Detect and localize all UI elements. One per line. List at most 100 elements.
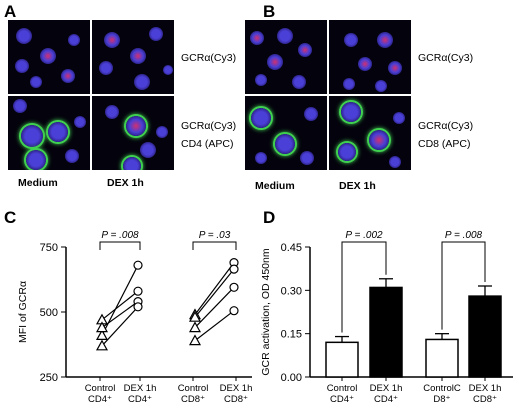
cell: [30, 76, 42, 88]
cell: [15, 59, 29, 73]
dex-point: [229, 282, 239, 292]
significance-bracket: [99, 241, 141, 250]
x-tick-label: DEX 1h: [370, 383, 403, 394]
panel-b-micrographs: [245, 20, 413, 172]
panel-a-cond-medium: Medium: [18, 177, 58, 189]
control-point: [95, 329, 109, 341]
micrograph-a-medium-merge: [8, 96, 90, 170]
cell: [149, 27, 163, 41]
panel-b-stain-top: GCRα(Cy3): [418, 52, 474, 64]
cell: [140, 142, 156, 158]
cell: [61, 69, 75, 83]
dex-point: [133, 302, 143, 312]
cell: [26, 150, 46, 170]
y-tick-label: 250: [40, 372, 58, 384]
cell: [163, 65, 173, 75]
bar: [369, 286, 403, 378]
cell: [267, 54, 283, 70]
cell: [68, 34, 80, 46]
x-tick-label: CD4⁺: [330, 394, 354, 405]
cell: [134, 74, 150, 90]
pair-line: [194, 286, 235, 329]
x-tick-label: DEX 1h: [469, 383, 502, 394]
pair-line: [194, 262, 235, 315]
cell: [16, 28, 32, 44]
x-tick-label: CD4⁺: [88, 394, 112, 405]
cell: [341, 102, 361, 122]
cell: [21, 125, 43, 147]
dex-point: [133, 286, 143, 296]
x-tick-label: DEX 1h: [124, 383, 157, 394]
control-point: [188, 310, 202, 322]
control-point: [95, 321, 109, 333]
cell: [358, 57, 372, 71]
micrograph-b-dex-gcr: [329, 20, 411, 94]
panel-b-stain-bottom-2: CD8 (APC): [418, 138, 471, 150]
pair-line: [101, 290, 139, 321]
bar: [325, 341, 359, 378]
x-tick-label: CD4⁺: [128, 394, 152, 405]
cell: [388, 61, 402, 75]
micrograph-a-dex-gcr: [92, 20, 174, 94]
cell: [255, 74, 267, 86]
cell: [105, 105, 119, 119]
cell: [338, 143, 356, 161]
dex-point: [133, 260, 143, 270]
cell: [300, 151, 314, 165]
cell: [123, 157, 141, 170]
cell: [99, 61, 113, 75]
p-value-label: P = .008: [101, 230, 139, 241]
y-tick-label: 750: [40, 242, 58, 254]
panel-b-stain-bottom-1: GCRα(Cy3): [418, 120, 474, 132]
significance-bracket: [192, 241, 237, 250]
micrograph-b-dex-merge: [329, 96, 411, 170]
cell: [48, 122, 68, 142]
y-axis-label: GCR activation, OD 450nm: [260, 248, 272, 375]
cell: [277, 28, 293, 44]
pair-line: [194, 268, 235, 318]
cell: [156, 126, 168, 138]
y-tick-label: 0.00: [281, 372, 302, 384]
x-tick-label: ControlC: [423, 383, 461, 394]
y-tick-label: 0.15: [281, 329, 302, 341]
panel-a-stain-bottom-1: GCRα(Cy3): [181, 120, 237, 132]
cell: [74, 116, 86, 128]
cell: [389, 156, 401, 168]
pair-line: [194, 310, 235, 342]
p-value-label: P = .008: [445, 230, 483, 241]
panel-a-micrographs: [8, 20, 176, 172]
panel-letter-c: C: [4, 208, 17, 227]
x-tick-label: CD8⁺: [224, 394, 248, 405]
panel-letter-d: D: [263, 208, 276, 227]
cell: [304, 107, 318, 121]
cell: [343, 78, 355, 90]
cell: [377, 32, 393, 48]
cell: [292, 75, 306, 89]
dex-point: [229, 264, 239, 274]
cell: [344, 33, 358, 47]
x-tick-label: Control: [85, 383, 116, 394]
micrograph-a-medium-gcr: [8, 20, 90, 94]
y-tick-label: 500: [40, 307, 58, 319]
cell: [275, 134, 295, 154]
panel-b-cond-medium: Medium: [255, 180, 295, 192]
x-tick-label: Control: [178, 383, 209, 394]
cell: [130, 48, 146, 64]
control-point: [188, 334, 202, 346]
x-tick-label: Control: [327, 383, 358, 394]
bar: [425, 338, 459, 378]
panel-b-cond-dex: DEX 1h: [339, 180, 376, 192]
y-axis-label: MFI of GCRα: [17, 281, 29, 343]
pair-line: [101, 306, 139, 347]
cell: [298, 43, 312, 57]
panel-a-stain-top: GCRα(Cy3): [181, 52, 237, 64]
cell: [251, 108, 271, 128]
cell: [13, 99, 27, 113]
x-tick-label: DEX 1h: [220, 383, 253, 394]
significance-bracket: [341, 241, 387, 333]
panel-a-cond-dex: DEX 1h: [107, 177, 144, 189]
control-point: [188, 321, 202, 333]
cell: [40, 48, 56, 64]
chart-d-gcr-activation: 0.00 0.15 0.30 0.45 GCR activation, OD 450nm…: [260, 230, 513, 405]
